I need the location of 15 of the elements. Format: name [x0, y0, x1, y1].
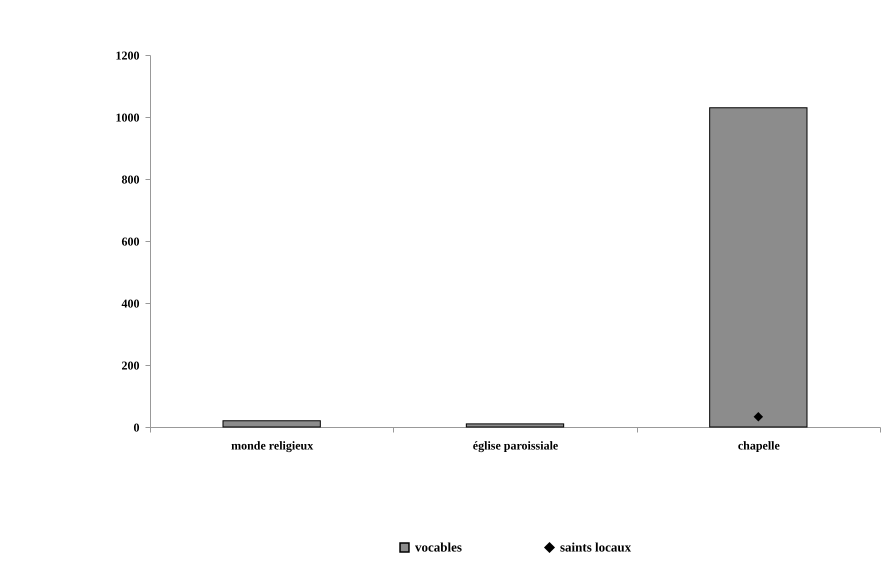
y-tick-label: 600	[122, 234, 140, 248]
y-tick-label: 400	[122, 296, 140, 310]
y-tick-label: 200	[122, 358, 140, 372]
bar	[222, 420, 321, 428]
legend-label: saints locaux	[560, 540, 632, 555]
bar	[709, 107, 808, 428]
y-tick-label: 0	[134, 420, 140, 434]
y-tick-label: 1000	[116, 110, 140, 124]
legend-label: vocables	[415, 540, 462, 555]
x-tick-label: église paroissiale	[472, 438, 559, 452]
x-tick-label: monde religieux	[231, 438, 314, 452]
y-tick-label: 1200	[116, 48, 140, 62]
bar	[466, 423, 564, 428]
x-tick-label: chapelle	[738, 438, 780, 452]
y-tick-label: 800	[122, 172, 140, 186]
